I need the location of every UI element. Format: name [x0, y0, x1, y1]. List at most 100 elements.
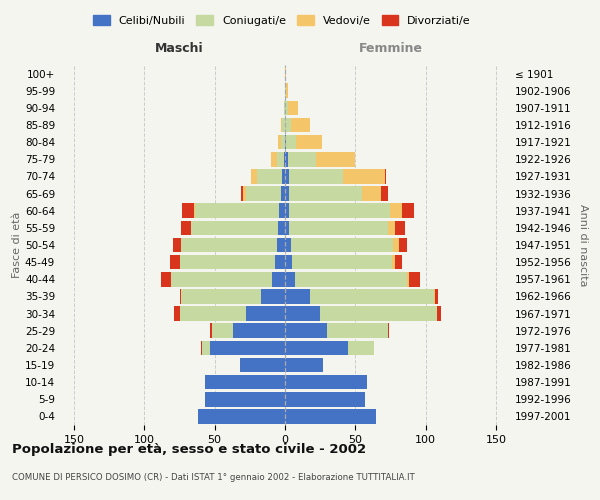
Bar [200, 340, 202, 355]
Bar [240, 358, 285, 372]
Bar [195, 204, 280, 218]
Bar [393, 238, 399, 252]
Bar [290, 118, 310, 132]
Bar [392, 255, 395, 270]
Bar [257, 169, 282, 184]
Bar [181, 220, 191, 235]
Bar [171, 272, 272, 286]
Bar [243, 186, 245, 201]
Bar [285, 409, 376, 424]
Bar [191, 220, 278, 235]
Text: Maschi: Maschi [155, 42, 204, 54]
Bar [310, 289, 434, 304]
Bar [245, 306, 285, 321]
Bar [277, 152, 284, 166]
Bar [271, 152, 277, 166]
Bar [395, 220, 404, 235]
Text: Femmine: Femmine [358, 42, 422, 54]
Bar [395, 255, 402, 270]
Bar [296, 135, 322, 150]
Bar [285, 272, 295, 286]
Bar [179, 289, 181, 304]
Text: COMUNE DI PERSICO DOSIMO (CR) - Dati ISTAT 1° gennaio 2002 - Elaborazione TUTTIT: COMUNE DI PERSICO DOSIMO (CR) - Dati IST… [12, 472, 415, 482]
Text: Popolazione per età, sesso e stato civile - 2002: Popolazione per età, sesso e stato civil… [12, 442, 366, 456]
Bar [282, 118, 285, 132]
Bar [348, 340, 374, 355]
Bar [282, 169, 285, 184]
Bar [285, 255, 292, 270]
Bar [286, 84, 288, 98]
Bar [285, 100, 288, 115]
Bar [289, 169, 343, 184]
Bar [289, 204, 391, 218]
Bar [434, 289, 436, 304]
Bar [285, 238, 290, 252]
Bar [391, 204, 402, 218]
Bar [251, 169, 257, 184]
Bar [205, 375, 285, 390]
Bar [320, 306, 437, 321]
Bar [409, 272, 420, 286]
Bar [281, 118, 282, 132]
Legend: Celibi/Nubili, Coniugati/e, Vedovi/e, Divorziati/e: Celibi/Nubili, Coniugati/e, Vedovi/e, Di… [89, 10, 475, 30]
Bar [285, 66, 286, 81]
Bar [170, 255, 179, 270]
Bar [436, 289, 438, 304]
Bar [277, 238, 285, 252]
Bar [399, 238, 407, 252]
Bar [272, 272, 285, 286]
Bar [292, 255, 392, 270]
Bar [233, 324, 285, 338]
Bar [280, 204, 285, 218]
Bar [245, 186, 281, 201]
Bar [182, 204, 194, 218]
Bar [316, 152, 355, 166]
Bar [211, 340, 285, 355]
Bar [402, 204, 415, 218]
Bar [194, 204, 195, 218]
Bar [173, 238, 181, 252]
Bar [285, 204, 289, 218]
Bar [202, 340, 211, 355]
Bar [290, 238, 393, 252]
Bar [327, 324, 388, 338]
Bar [285, 340, 348, 355]
Bar [284, 152, 285, 166]
Bar [278, 135, 281, 150]
Bar [288, 100, 298, 115]
Bar [380, 186, 388, 201]
Bar [205, 392, 285, 406]
Bar [174, 306, 179, 321]
Bar [407, 272, 409, 286]
Bar [285, 306, 320, 321]
Bar [295, 272, 407, 286]
Bar [281, 135, 285, 150]
Bar [285, 392, 365, 406]
Bar [285, 186, 289, 201]
Bar [285, 324, 327, 338]
Bar [285, 169, 289, 184]
Bar [285, 375, 367, 390]
Bar [285, 135, 286, 150]
Bar [181, 238, 277, 252]
Bar [179, 306, 245, 321]
Bar [285, 358, 323, 372]
Bar [198, 409, 285, 424]
Bar [285, 289, 310, 304]
Bar [385, 169, 386, 184]
Bar [343, 169, 385, 184]
Bar [284, 100, 285, 115]
Bar [437, 306, 441, 321]
Bar [278, 220, 285, 235]
Bar [161, 272, 171, 286]
Bar [179, 255, 275, 270]
Bar [388, 324, 389, 338]
Bar [181, 289, 261, 304]
Bar [285, 152, 288, 166]
Bar [285, 84, 286, 98]
Bar [275, 255, 285, 270]
Y-axis label: Fasce di età: Fasce di età [12, 212, 22, 278]
Bar [285, 118, 290, 132]
Y-axis label: Anni di nascita: Anni di nascita [578, 204, 588, 286]
Bar [289, 220, 388, 235]
